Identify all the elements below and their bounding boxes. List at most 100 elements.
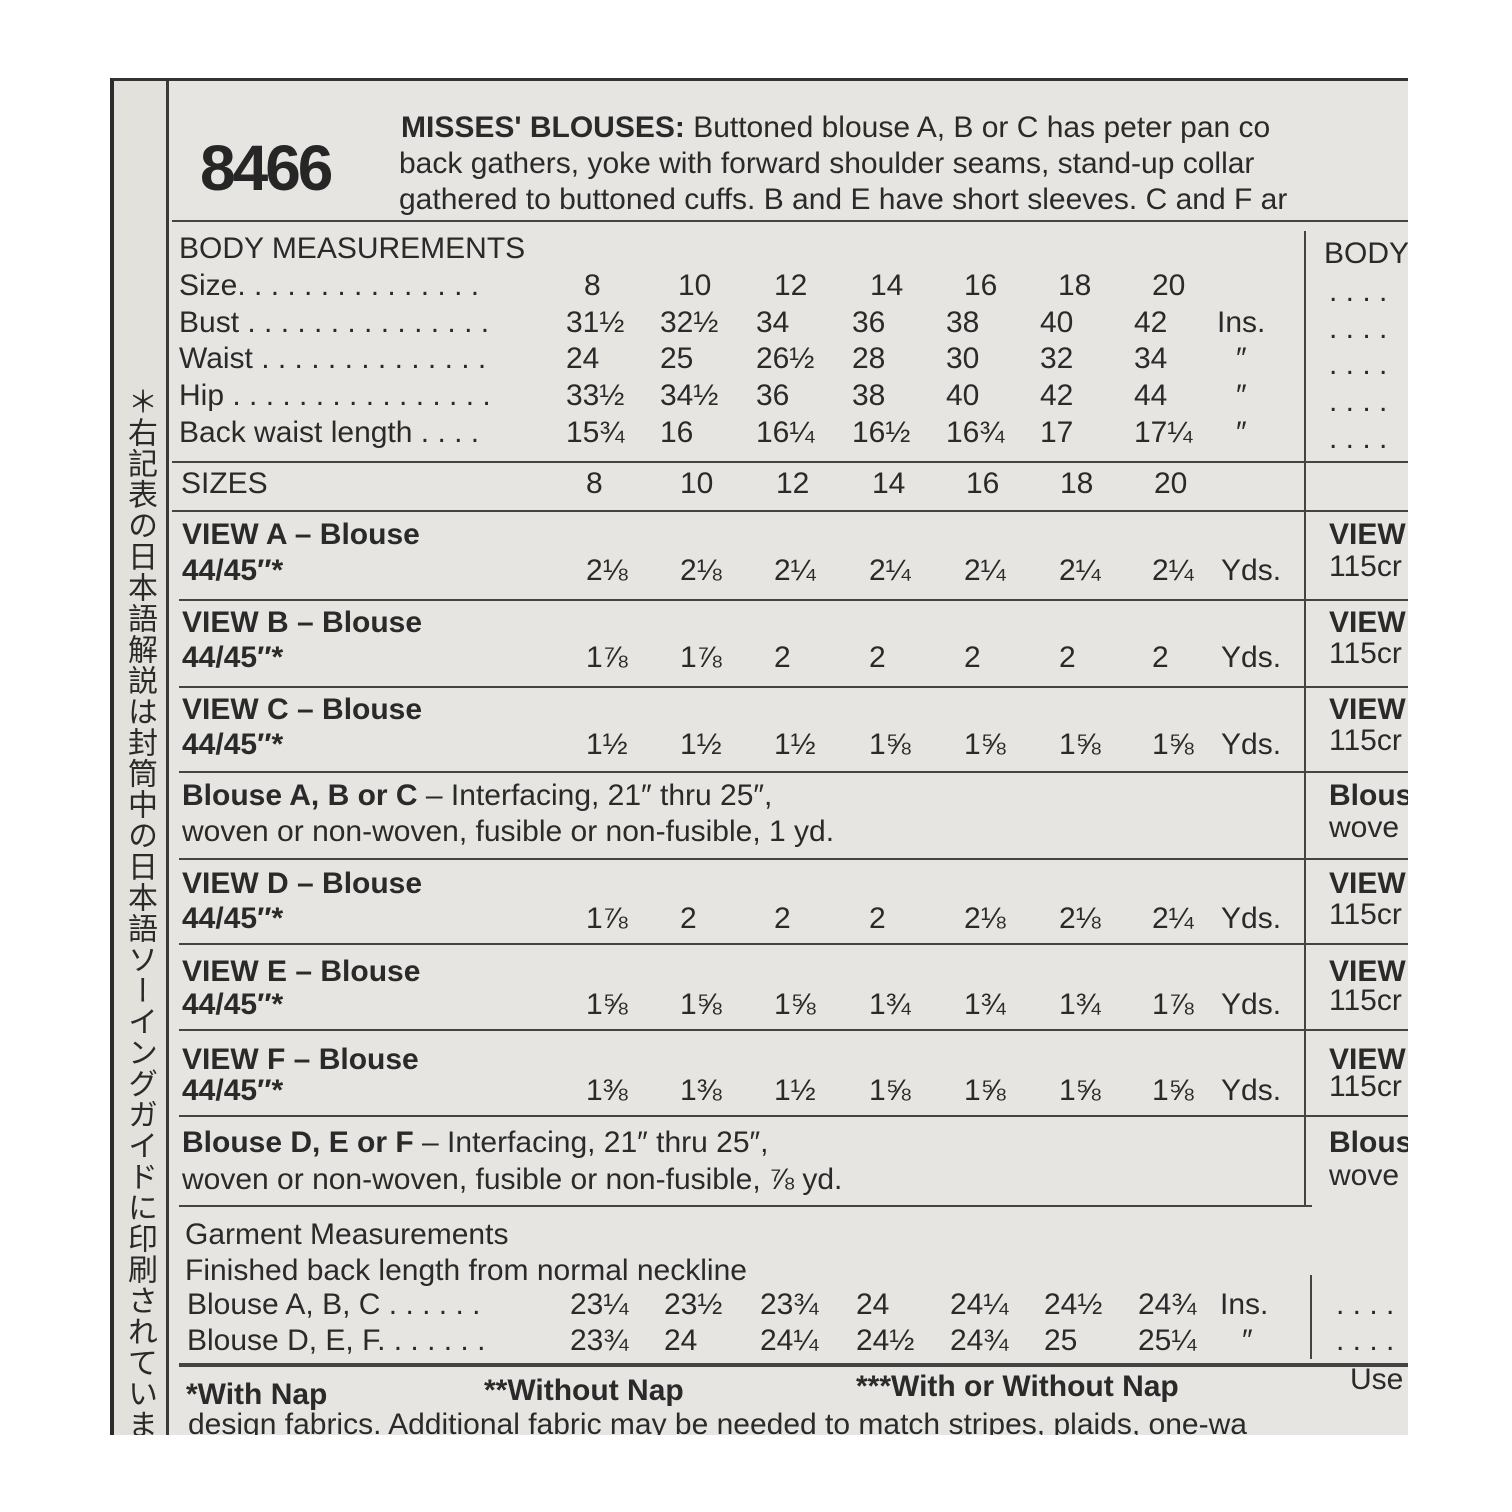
right-sub-label: 115cr: [1329, 724, 1402, 757]
divider-line: [179, 599, 1408, 601]
garment-value: 25¼: [1138, 1324, 1197, 1357]
garment-value: 24½: [1044, 1288, 1103, 1321]
garment-value: 23½: [664, 1288, 723, 1321]
yardage-value: 1⅝: [586, 988, 628, 1021]
measurement-value: 28: [852, 342, 886, 375]
divider-line: [172, 461, 1408, 463]
yardage-value: 2¼: [1152, 902, 1194, 935]
right-view-label: VIEW: [1329, 867, 1406, 900]
yardage-value: 1½: [774, 728, 816, 761]
yardage-value: 2¼: [1152, 554, 1194, 587]
section-name: Blouse A, B or C: [182, 779, 418, 812]
right-dots: . . . .: [1336, 1288, 1395, 1321]
yardage-value: 1⅝: [1059, 728, 1101, 761]
garment-value: 25: [1044, 1324, 1078, 1357]
measurement-value: 40: [946, 379, 980, 412]
section-title: VIEW F – Blouse: [182, 1043, 419, 1077]
right-view-label: VIEW: [1329, 518, 1406, 551]
yardage-value: 2: [869, 902, 886, 935]
garment-label: Blouse A, B, C . . . . . .: [187, 1288, 481, 1321]
measurement-label: Hip . . . . . . . . . . . . . . . .: [179, 379, 491, 412]
section-title: Blouse D, E or F – Interfacing, 21″ thru…: [182, 1126, 769, 1160]
section-name: VIEW E: [182, 955, 288, 988]
description-line-2: back gathers, yoke with forward shoulder…: [399, 147, 1255, 180]
yardage-value: 2: [680, 902, 697, 935]
yardage-value: 2¼: [869, 554, 911, 587]
description-title: MISSES' BLOUSES:: [401, 111, 685, 144]
section-title: VIEW E – Blouse: [182, 955, 420, 989]
yardage-value: 2: [774, 902, 791, 935]
measurement-value: 25: [660, 342, 694, 375]
section-title: VIEW D – Blouse: [182, 867, 422, 901]
measurement-value: 17: [1040, 416, 1074, 449]
garment-heading: Garment Measurements: [185, 1218, 509, 1251]
measurement-unit: ″: [1236, 379, 1247, 412]
measurement-value: 34: [1134, 342, 1168, 375]
yardage-value: 2: [869, 641, 886, 674]
measurement-value: 10: [678, 269, 712, 302]
yardage-value: 1½: [586, 728, 628, 761]
yardage-value: 1⅜: [680, 1074, 722, 1107]
footer-line-2: design fabrics. Additional fabric may be…: [188, 1408, 1247, 1435]
yardage-value: 1⅝: [1152, 728, 1194, 761]
measurement-value: 16½: [852, 416, 911, 449]
measurement-value: 42: [1134, 306, 1168, 339]
garment-value: 23¾: [760, 1288, 819, 1321]
measurement-value: 32: [1040, 342, 1074, 375]
yardage-unit: Yds.: [1221, 902, 1282, 935]
measurement-label: Bust . . . . . . . . . . . . . . .: [179, 306, 490, 339]
garment-value: 24½: [856, 1324, 915, 1357]
fabric-width: 44/45″*: [182, 988, 284, 1021]
divider-line: [179, 1029, 1408, 1031]
measurement-value: 40: [1040, 306, 1074, 339]
sizes-label: SIZES: [181, 467, 268, 500]
yardage-unit: Yds.: [1221, 988, 1282, 1021]
measurement-unit: ″: [1236, 416, 1247, 449]
japanese-side-note: ＊右記表の日本語解説は封筒中の日本語ソーイングガイドに印刷されていま: [122, 386, 157, 1435]
measurement-unit: ″: [1236, 342, 1247, 375]
right-dots: . . . .: [1329, 275, 1388, 308]
yardage-value: 1⅝: [869, 728, 911, 761]
fabric-width: 44/45″*: [182, 554, 284, 587]
fabric-width: 44/45″*: [182, 1074, 284, 1107]
size-header: 16: [966, 467, 1000, 500]
garment-value: 24¾: [950, 1324, 1009, 1357]
divider-line: [179, 1205, 1312, 1207]
size-header: 14: [872, 467, 906, 500]
measurement-value: 16: [660, 416, 694, 449]
right-dots: . . . .: [1329, 422, 1388, 455]
section-subtitle: – Blouse: [286, 518, 420, 551]
measurement-value: 33½: [566, 379, 625, 412]
right-view-label: VIEW: [1329, 606, 1406, 639]
measurement-value: 26½: [756, 342, 815, 375]
size-header: 10: [680, 467, 714, 500]
measurement-value: 17¼: [1134, 416, 1193, 449]
measurement-value: 38: [946, 306, 980, 339]
section-subtitle: – Blouse: [288, 693, 423, 726]
garment-value: 24¼: [950, 1288, 1009, 1321]
yardage-value: 2¼: [1059, 554, 1101, 587]
interfacing-note: woven or non-woven, fusible or non-fusib…: [182, 1163, 843, 1196]
garment-value: 24: [664, 1324, 698, 1357]
right-sub-label: 115cr: [1329, 984, 1402, 1017]
right-body-heading: BODY: [1324, 237, 1408, 270]
yardage-value: 2¼: [774, 554, 816, 587]
yardage-value: 1¾: [869, 988, 911, 1021]
measurement-value: 44: [1134, 379, 1168, 412]
yardage-value: 1⅞: [1152, 988, 1194, 1021]
yardage-value: 2⅛: [1059, 902, 1101, 935]
body-measurements-heading: BODY MEASUREMENTS: [179, 232, 526, 265]
garment-unit: ″: [1242, 1324, 1253, 1357]
pattern-envelope-back: ＊右記表の日本語解説は封筒中の日本語ソーイングガイドに印刷されていま 8466 …: [110, 78, 1408, 1435]
size-header: 8: [586, 467, 603, 500]
garment-value: 24¼: [760, 1324, 819, 1357]
yardage-unit: Yds.: [1221, 728, 1282, 761]
divider-line: [179, 943, 1408, 945]
garment-unit: Ins.: [1220, 1288, 1269, 1321]
yardage-value: 1⅝: [964, 728, 1006, 761]
size-header: 12: [776, 467, 810, 500]
pattern-number: 8466: [200, 132, 333, 204]
size-header: 20: [1154, 467, 1188, 500]
measurement-value: 30: [946, 342, 980, 375]
right-sub-label: wove: [1329, 1159, 1400, 1192]
